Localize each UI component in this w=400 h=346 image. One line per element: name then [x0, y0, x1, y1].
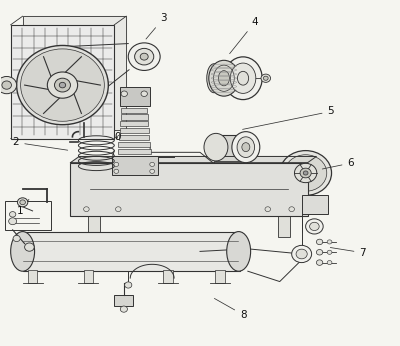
Bar [216, 135, 246, 163]
Bar [84, 270, 93, 283]
Circle shape [327, 240, 332, 244]
Bar [117, 156, 151, 161]
Circle shape [303, 171, 308, 175]
Circle shape [121, 91, 128, 97]
Text: 1: 1 [17, 199, 29, 216]
Bar [28, 270, 37, 283]
Bar [119, 135, 149, 140]
Text: 5: 5 [242, 107, 334, 129]
Bar [120, 87, 150, 106]
Circle shape [9, 218, 17, 225]
Ellipse shape [209, 60, 239, 96]
Text: 7: 7 [330, 247, 366, 258]
Bar [23, 231, 240, 271]
Circle shape [296, 249, 307, 259]
Bar [88, 215, 100, 237]
Circle shape [289, 207, 294, 212]
Circle shape [294, 163, 317, 183]
Bar [118, 142, 150, 147]
Circle shape [292, 245, 312, 263]
Circle shape [47, 72, 78, 98]
Bar [11, 25, 114, 138]
Circle shape [13, 235, 20, 242]
Bar [120, 121, 148, 127]
Ellipse shape [227, 231, 251, 271]
Circle shape [0, 76, 17, 94]
Bar [120, 128, 149, 133]
Ellipse shape [218, 71, 230, 86]
Circle shape [125, 282, 132, 288]
Circle shape [2, 81, 12, 89]
Text: 6: 6 [322, 158, 354, 169]
Circle shape [114, 162, 119, 166]
Text: 4: 4 [230, 17, 258, 54]
Circle shape [18, 198, 28, 207]
Circle shape [59, 82, 66, 88]
Circle shape [261, 74, 270, 82]
Circle shape [263, 76, 268, 80]
Circle shape [284, 155, 327, 191]
Bar [302, 195, 328, 215]
Ellipse shape [204, 133, 228, 161]
Ellipse shape [11, 231, 34, 271]
Bar [70, 163, 308, 216]
Circle shape [116, 207, 121, 212]
Circle shape [327, 250, 332, 254]
Circle shape [150, 169, 154, 173]
Ellipse shape [230, 63, 256, 93]
Text: 2: 2 [13, 137, 68, 150]
Circle shape [120, 306, 128, 312]
Ellipse shape [207, 64, 221, 93]
Circle shape [265, 207, 270, 212]
Ellipse shape [237, 137, 255, 157]
Ellipse shape [242, 143, 250, 152]
Circle shape [140, 53, 148, 60]
Circle shape [17, 45, 108, 125]
Bar [5, 201, 50, 230]
Polygon shape [70, 156, 316, 163]
Circle shape [280, 151, 332, 195]
Bar [163, 270, 173, 283]
Circle shape [54, 78, 70, 92]
Circle shape [21, 49, 104, 121]
Circle shape [150, 162, 154, 166]
Ellipse shape [232, 131, 260, 163]
Ellipse shape [224, 57, 262, 100]
Circle shape [10, 212, 16, 217]
Circle shape [135, 48, 154, 65]
Ellipse shape [238, 71, 249, 85]
Circle shape [25, 243, 34, 251]
Text: 8: 8 [214, 299, 246, 320]
Bar [121, 115, 148, 120]
Bar [118, 149, 150, 154]
Circle shape [300, 168, 311, 178]
Bar [114, 295, 134, 306]
Text: 3: 3 [146, 13, 167, 39]
Circle shape [327, 261, 332, 265]
Circle shape [316, 239, 323, 245]
Circle shape [128, 43, 160, 71]
Circle shape [316, 249, 323, 255]
Circle shape [114, 169, 119, 173]
Circle shape [310, 222, 319, 230]
Circle shape [306, 219, 323, 234]
Circle shape [141, 91, 147, 97]
Bar [278, 215, 290, 237]
Bar [215, 270, 225, 283]
Text: 0: 0 [114, 132, 121, 142]
Circle shape [84, 207, 89, 212]
Bar [214, 161, 247, 166]
Circle shape [316, 260, 323, 265]
Polygon shape [23, 16, 126, 130]
Bar [112, 156, 158, 175]
Bar [122, 108, 147, 113]
Circle shape [20, 200, 26, 205]
